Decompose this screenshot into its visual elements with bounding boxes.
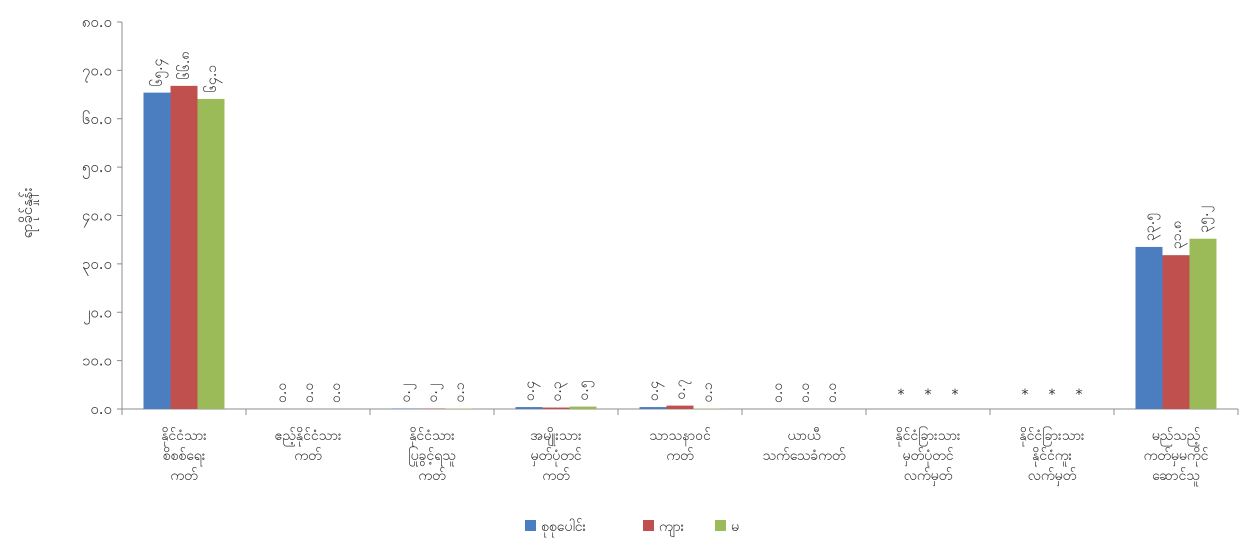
bar [639, 407, 667, 409]
category-label: အမျိုးသား [530, 428, 582, 446]
data-label: ၀.၀ [824, 383, 840, 403]
y-tick-label: ၈၀.၀ [82, 13, 112, 31]
data-label: * [925, 387, 932, 403]
y-tick-label: ၇၀.၀ [82, 61, 112, 82]
category-label: နိုင်ငံခြားသား [895, 427, 961, 446]
data-label: ၀.၃ [549, 381, 567, 401]
category-label: နိုင်ငံခြားသား [1019, 427, 1085, 446]
data-label: ၀.၅ [576, 380, 594, 400]
chart-category-labels: နိုင်ငံသားစိစစ်ရေးကတ်ဧည့်နိုင်ငံသားကတ်နိ… [161, 427, 1208, 486]
data-label: ၀.၂ [398, 383, 416, 402]
y-axis-title: ရာခိုင်နှုန်း [18, 187, 39, 238]
category-label: မှတ်ပုံတင် [902, 448, 953, 466]
data-label: ၃၁.၈ [1169, 221, 1187, 249]
category-label: ဧည့်နိုင်ငံသား [274, 428, 341, 446]
y-tick-label: ၁၀.၀ [82, 352, 112, 370]
data-label: ၀.၀ [328, 383, 344, 403]
y-tick-label: ၅၀.၀ [82, 158, 112, 179]
category-label: မှတ်ပုံတင် [530, 448, 581, 466]
legend-swatch [525, 520, 536, 531]
bar [143, 92, 171, 409]
data-label: ၆၄.၁ [204, 65, 222, 93]
category-label: ကတ် [170, 468, 198, 484]
bar [170, 85, 198, 409]
category-label: ကတ် [418, 468, 446, 484]
bar [197, 98, 225, 409]
category-label: လက်မှတ် [1028, 468, 1077, 486]
bar [1162, 255, 1190, 409]
y-tick-label: ၆၀.၀ [82, 110, 112, 128]
category-label: လက်မှတ် [904, 468, 953, 486]
data-label: ၃၅.၂ [1196, 206, 1214, 233]
y-tick-label: ၄၀.၀ [82, 207, 112, 228]
data-label: ၆၆.၈ [177, 52, 193, 80]
category-label: ကတ်မှမကိုင် [1144, 448, 1209, 466]
bar [1189, 238, 1217, 409]
category-label: စိစစ်ရေး [163, 448, 206, 466]
bar [1135, 246, 1163, 409]
category-label: ကတ် [294, 448, 322, 464]
category-label: ပြုခွင့်ရသူ [408, 447, 456, 466]
bar [515, 407, 543, 409]
data-label: ၀.၀ [301, 383, 317, 403]
data-label: ၆၅.၄ [150, 58, 168, 86]
chart-bars [143, 85, 1217, 409]
data-label: * [898, 387, 905, 403]
chart-axes: ၀.၀ ၁၀.၀ ၂၀.၀ ၃၀.၀ ၄၀.၀ ၅၀.၀ ၆၀.၀ ၇၀.၀ ၈၀.၀ [82, 13, 1239, 418]
data-label: ၀.၁ [452, 382, 468, 402]
data-label: ၃၃.၅ [1142, 213, 1160, 241]
category-label: ယာယီ [788, 428, 821, 444]
data-label: ၀.၄ [646, 381, 664, 401]
legend-label: စုစုပေါင်း [541, 519, 587, 537]
category-label: ကတ် [542, 468, 570, 484]
category-label: နိုင်ငံကူး [1032, 448, 1072, 466]
category-label: နိုင်ငံသား [161, 428, 207, 446]
category-label: မည်သည့် [1152, 428, 1201, 446]
legend-swatch [643, 520, 654, 531]
data-label: * [1049, 387, 1056, 403]
data-label: ၀.၇ [673, 379, 691, 399]
category-label: ကတ် [666, 448, 694, 464]
bar [542, 407, 570, 409]
legend-label: ကျား [659, 519, 685, 537]
chart-legend: စုစုပေါင်း ကျား မ [525, 519, 739, 537]
data-label: ၀.၀ [770, 383, 786, 403]
bar [569, 406, 597, 409]
category-label: သာသနာဝင် [649, 428, 711, 446]
chart-data-labels: ၆၅.၄ ၆၆.၈ ၆၄.၁၀.၀ ၀.၀ ၀.၀ ၀.၂ ၀.၂ ၀.၁ ၀.၄ ၀.၃ ၀.၅ ၀… [150, 52, 1214, 403]
y-tick-label: ၀.၀ [90, 400, 112, 418]
category-label: ဆောင်သူ [1152, 468, 1200, 486]
data-label: ၀.၀ [274, 383, 290, 403]
data-label: ၀.၁ [700, 382, 716, 402]
data-label: * [952, 387, 959, 403]
legend-swatch [715, 520, 726, 531]
legend-label: မ [731, 519, 739, 535]
data-label: * [1022, 387, 1029, 403]
data-label: ၀.၀ [797, 383, 813, 403]
y-tick-label: ၂၀.၀ [83, 303, 112, 324]
bar [666, 405, 694, 409]
y-tick-label: ၃၀.၀ [82, 255, 112, 276]
data-label: * [1076, 387, 1083, 403]
data-label: ၀.၄ [522, 381, 540, 401]
category-label: နိုင်ငံသား [409, 428, 455, 446]
category-label: သက်သေခံကတ် [762, 448, 845, 464]
data-label: ၀.၂ [425, 383, 443, 402]
